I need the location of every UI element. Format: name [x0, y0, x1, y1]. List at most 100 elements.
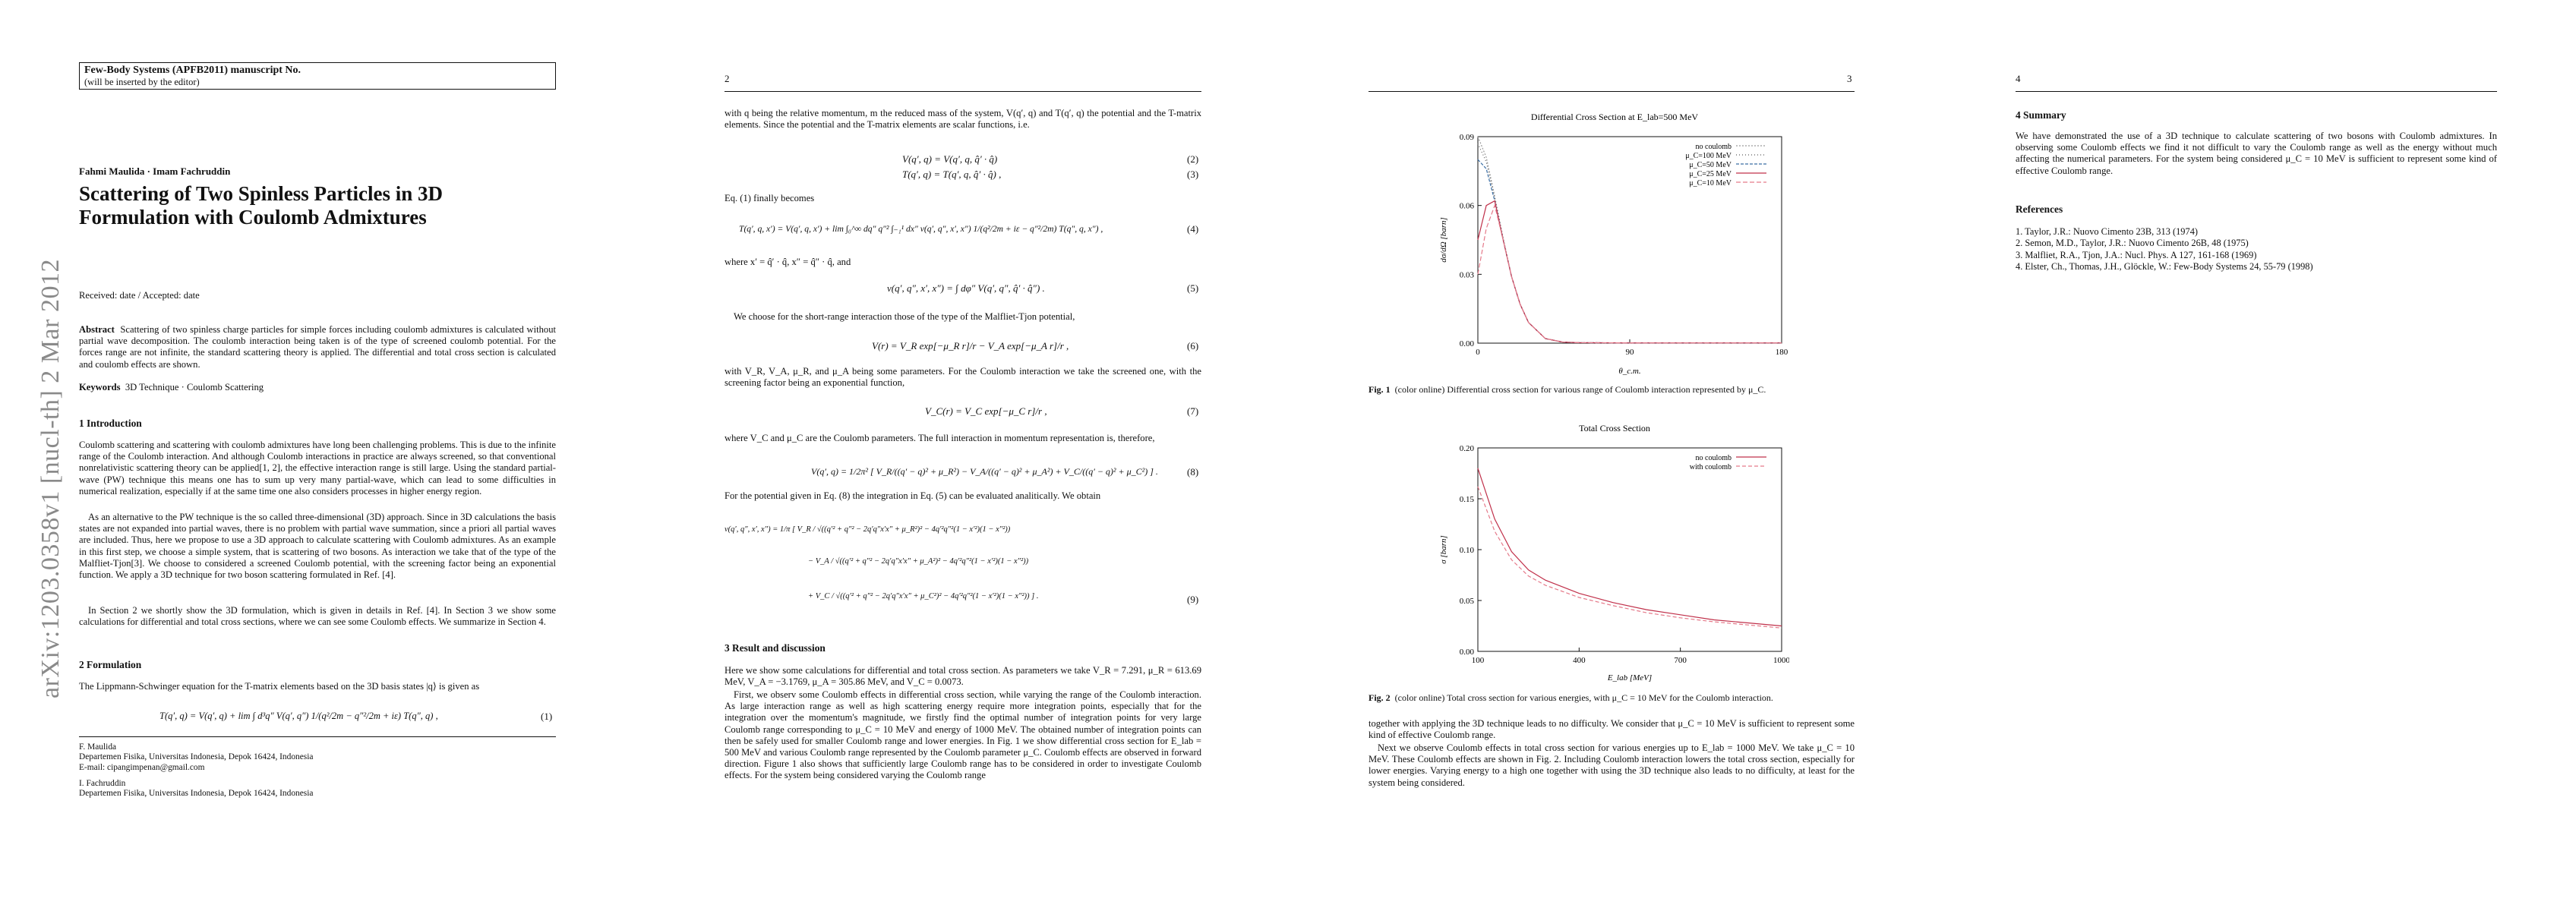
- footnote-rule: [79, 736, 556, 737]
- abstract: Abstract Scattering of two spinless char…: [79, 324, 556, 370]
- equation-2: V(q′, q) = V(q′, q, q̂′ · q̂): [902, 153, 998, 165]
- footnote-2-affiliation: Departemen Fisika, Universitas Indonesia…: [79, 789, 314, 799]
- legend-label: no coulomb: [1696, 143, 1732, 151]
- equation-8-number: (8): [1187, 466, 1199, 478]
- legend-label: μ_C=50 MeV: [1689, 161, 1732, 169]
- equation-6-number: (6): [1187, 340, 1199, 351]
- section-3-para-1: Here we show some calculations for diffe…: [724, 665, 1201, 688]
- page2-para-1: with q being the relative momentum, m th…: [724, 108, 1201, 131]
- page3-para-2: Next we observe Coulomb effects in total…: [1368, 742, 1855, 788]
- fig1-xlabel: θ_c.m.: [1618, 367, 1640, 376]
- figure-2-caption: Fig. 2 (color online) Total cross sectio…: [1368, 692, 1855, 704]
- footnote-1-email: E-mail: cipangimpenan@gmail.com: [79, 762, 205, 772]
- y-tick-label: 0.00: [1460, 648, 1475, 657]
- page-3: 3 Differential Cross Section at E_lab=50…: [1288, 0, 1932, 911]
- y-tick-label: 0.05: [1460, 597, 1475, 606]
- equation-3-number: (3): [1187, 169, 1199, 180]
- figure-1-differential-cross-section: Differential Cross Section at E_lab=500 …: [1440, 112, 1788, 376]
- section-4-para-1: We have demonstrated the use of a 3D tec…: [2016, 131, 2497, 176]
- series-line: [1477, 200, 1782, 344]
- y-tick-label: 0.06: [1460, 202, 1475, 211]
- journal-line-2: (will be inserted by the editor): [84, 77, 200, 87]
- legend-label: μ_C=10 MeV: [1689, 179, 1732, 188]
- fig2-plot-frame: [1477, 447, 1782, 652]
- y-tick-label: 0.15: [1460, 495, 1475, 504]
- header-rule-2: [724, 91, 1201, 92]
- fig1-caption-label: Fig. 1: [1368, 384, 1391, 395]
- equation-9-line-3: + V_C / √((q′² + q″² − 2q′q″x′x″ + μ_C²)…: [808, 592, 1039, 601]
- references-title: References: [2016, 203, 2063, 215]
- authors: Fahmi Maulida · Imam Fachruddin: [79, 165, 231, 177]
- paper-title: Scattering of Two Spinless Particles in …: [79, 182, 443, 229]
- section-1-para-3: In Section 2 we shortly show the 3D form…: [79, 605, 556, 628]
- equation-8: V(q′, q) = 1/2π² [ V_R/((q′ − q)² + μ_R²…: [811, 466, 1158, 477]
- fig2-title: Total Cross Section: [1579, 423, 1650, 433]
- journal-header-box: Few-Body Systems (APFB2011) manuscript N…: [79, 62, 556, 90]
- fig1-ylabel: dσ/dΩ [barn]: [1440, 217, 1448, 263]
- equation-7: V_C(r) = V_C exp[−μ_C r]/r ,: [925, 405, 1047, 417]
- page2-para-5: with V_R, V_A, μ_R, and μ_A being some p…: [724, 366, 1201, 389]
- page2-para-4: We choose for the short-range interactio…: [734, 311, 1075, 322]
- footnote-author-1: F. Maulida Departemen Fisika, Universita…: [79, 742, 556, 773]
- equation-5: v(q′, q″, x′, x″) = ∫ dφ″ V(q′, q″, q̂′ …: [887, 282, 1045, 294]
- keywords-text: 3D Technique · Coulomb Scattering: [125, 382, 264, 392]
- x-tick-label: 700: [1674, 656, 1687, 665]
- header-rule-4: [2016, 91, 2497, 92]
- footnote-author-2: I. Fachruddin Departemen Fisika, Univers…: [79, 779, 556, 799]
- section-1-para-1: Coulomb scattering and scattering with c…: [79, 440, 556, 496]
- keywords: Keywords 3D Technique · Coulomb Scatteri…: [79, 382, 556, 393]
- page-number-2: 2: [724, 73, 730, 84]
- series-line: [1477, 486, 1782, 629]
- y-tick-label: 0.03: [1460, 270, 1475, 279]
- section-1-para-2: As an alternative to the PW technique is…: [79, 512, 556, 581]
- equation-4-number: (4): [1187, 223, 1199, 235]
- equation-1: T(q′, q) = V(q′, q) + lim ∫ d³q″ V(q′, q…: [159, 711, 438, 721]
- y-tick-label: 0.10: [1460, 546, 1475, 555]
- equation-9-line-2: − V_A / √((q′² + q″² − 2q′q″x′x″ + μ_A²)…: [808, 557, 1029, 566]
- equation-2-number: (2): [1187, 153, 1199, 165]
- x-tick-label: 90: [1626, 348, 1635, 357]
- section-2-para-1: The Lippmann-Schwinger equation for the …: [79, 681, 480, 692]
- figure-1-caption: Fig. 1 (color online) Differential cross…: [1368, 384, 1855, 396]
- page-4: 4 4 Summary We have demonstrated the use…: [1932, 0, 2576, 911]
- x-tick-label: 180: [1776, 348, 1788, 357]
- section-3-para-2: First, we observ some Coulomb effects in…: [724, 689, 1201, 781]
- fig2-caption-label: Fig. 2: [1368, 692, 1391, 703]
- x-tick-label: 400: [1573, 656, 1586, 665]
- journal-line-1: Few-Body Systems (APFB2011) manuscript N…: [84, 65, 301, 76]
- fig2-caption-text: (color online) Total cross section for v…: [1394, 692, 1773, 703]
- fig1-caption-text: (color online) Differential cross sectio…: [1394, 384, 1766, 395]
- equation-7-number: (7): [1187, 405, 1199, 417]
- page2-para-2: Eq. (1) finally becomes: [724, 193, 815, 203]
- page2-para-6: where V_C and μ_C are the Coulomb parame…: [724, 433, 1155, 443]
- equation-4: T(q′, q, x′) = V(q′, q, x′) + lim ∫₀^∞ d…: [739, 224, 1103, 234]
- header-rule-3: [1368, 91, 1855, 92]
- page-number-4: 4: [2016, 73, 2021, 84]
- abstract-label: Abstract: [79, 324, 115, 335]
- page-number-3: 3: [1847, 73, 1852, 84]
- received-line: Received: date / Accepted: date: [79, 290, 200, 301]
- series-line: [1477, 203, 1782, 344]
- legend-label: μ_C=25 MeV: [1689, 170, 1732, 178]
- legend-label: no coulomb: [1696, 454, 1732, 462]
- page-1: arXiv:1203.0358v1 [nucl-th] 2 Mar 2012 F…: [0, 0, 644, 911]
- equation-9-number: (9): [1187, 594, 1199, 605]
- section-2-title: 2 Formulation: [79, 659, 142, 670]
- page3-para-1: together with applying the 3D technique …: [1368, 718, 1855, 741]
- section-1-title: 1 Introduction: [79, 418, 142, 429]
- legend-label: μ_C=100 MeV: [1685, 152, 1732, 160]
- keywords-label: Keywords: [79, 382, 121, 392]
- reference-item: 4. Elster, Ch., Thomas, J.H., Glöckle, W…: [2016, 261, 2313, 273]
- reference-item: 3. Malfliet, R.A., Tjon, J.A.: Nucl. Phy…: [2016, 249, 2257, 260]
- x-tick-label: 1000: [1773, 656, 1789, 665]
- section-4-title: 4 Summary: [2016, 109, 2066, 121]
- legend-label: with coulomb: [1690, 463, 1732, 471]
- equation-9-line-1: v(q′, q″, x′, x″) = 1/π [ V_R / √((q′² +…: [724, 525, 1011, 534]
- y-tick-label: 0.00: [1460, 339, 1475, 348]
- page-2: 2 with q being the relative momentum, m …: [644, 0, 1288, 911]
- references-list: 1. Taylor, J.R.: Nuovo Cimento 23B, 313 …: [2016, 226, 2497, 273]
- y-tick-label: 0.20: [1460, 444, 1475, 453]
- fig1-title: Differential Cross Section at E_lab=500 …: [1531, 112, 1699, 122]
- y-tick-label: 0.09: [1460, 133, 1475, 142]
- footnote-1-affiliation: Departemen Fisika, Universitas Indonesia…: [79, 752, 314, 762]
